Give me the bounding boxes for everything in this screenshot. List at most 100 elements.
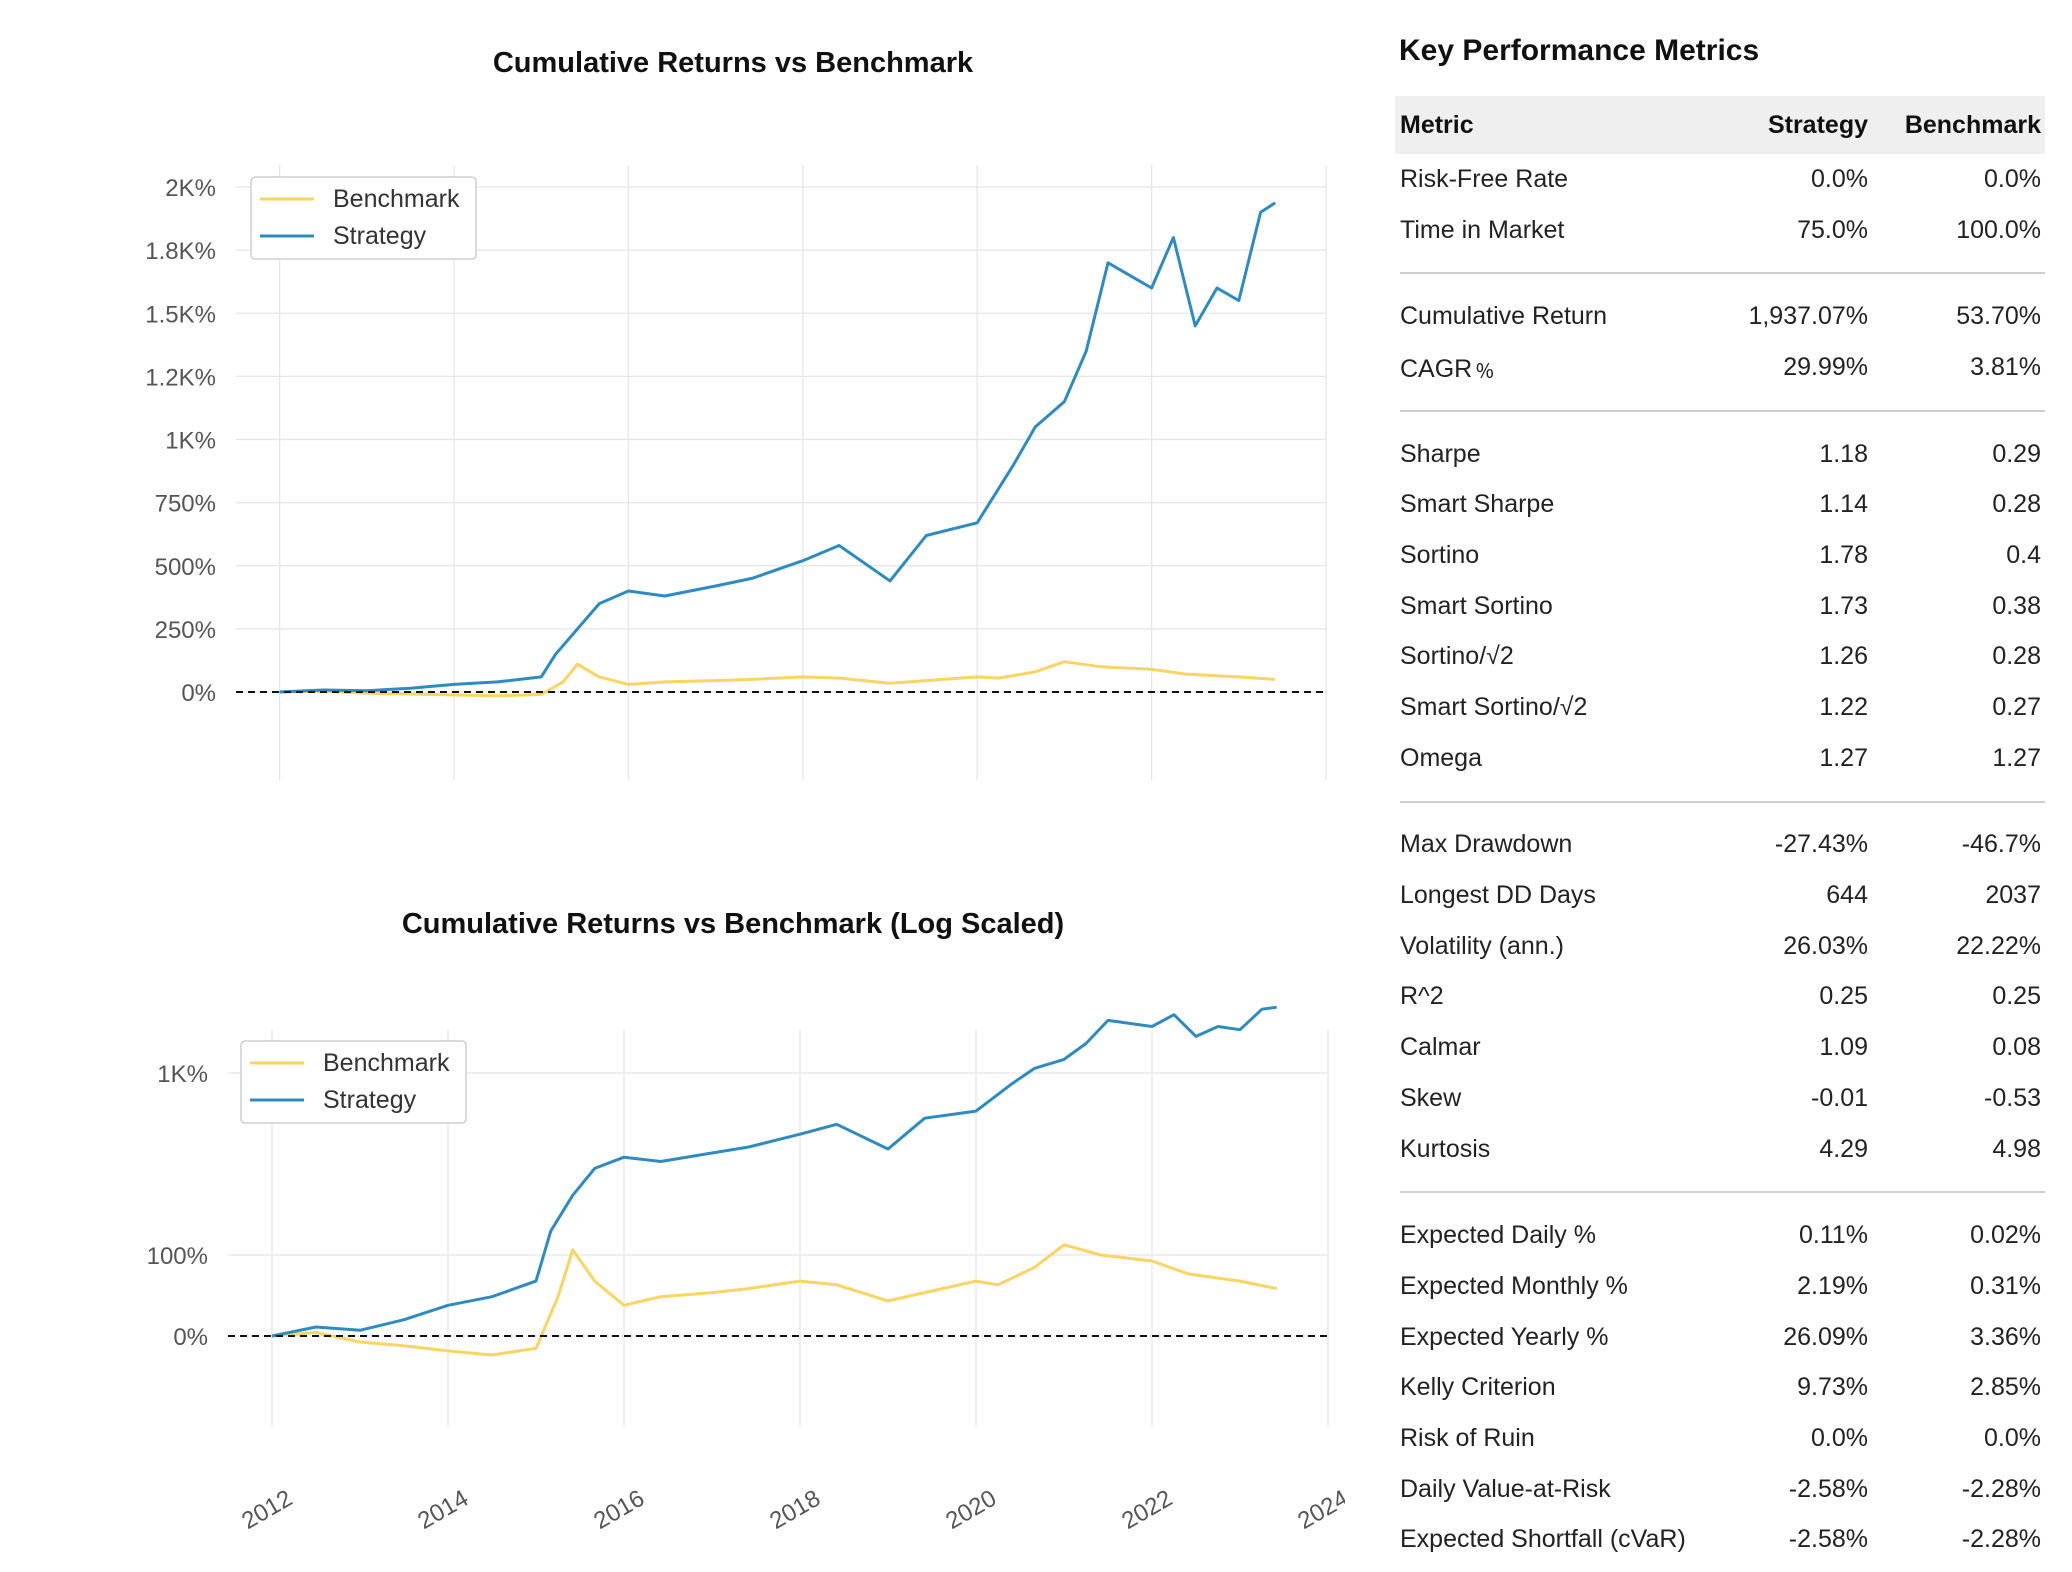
benchmark-value: 4.98 xyxy=(1992,1134,2041,1163)
metric-row: Time in Market 75.0% 100.0% xyxy=(1395,205,2045,256)
benchmark-value: -2.28% xyxy=(1961,1474,2041,1503)
chart-title-log: Cumulative Returns vs Benchmark (Log Sca… xyxy=(402,908,1064,940)
benchmark-value: 0.31% xyxy=(1970,1271,2041,1300)
separator-cell xyxy=(1395,393,2045,429)
group-separator xyxy=(1395,1174,2045,1210)
metric-name: Smart Sortino xyxy=(1400,591,1553,620)
x-tick-label: 2020 xyxy=(941,1485,1001,1535)
metric-row: Cumulative Return 1,937.07% 53.70% xyxy=(1395,291,2045,342)
strategy-value: 1.22 xyxy=(1819,693,1868,722)
key-performance-metrics-panel: Key Performance Metrics Metric Strategy … xyxy=(1395,34,2045,1565)
metric-name: Smart Sortino/√2 xyxy=(1400,693,1588,722)
series-line-benchmark xyxy=(279,660,1276,698)
series-line-benchmark xyxy=(271,1243,1278,1357)
y-tick-label: 1K% xyxy=(165,428,216,455)
metric-name: Daily Value-at-Risk xyxy=(1400,1474,1611,1503)
metric-name: Kurtosis xyxy=(1400,1134,1491,1163)
legend-label-strategy-log: Strategy xyxy=(323,1086,417,1114)
metric-name: Expected Yearly % xyxy=(1400,1322,1609,1351)
header-metric: Metric xyxy=(1395,96,1719,154)
y-tick-label: 250% xyxy=(155,617,216,644)
separator-cell xyxy=(1395,255,2045,291)
benchmark-value: 0.28 xyxy=(1992,642,2041,671)
group-separator xyxy=(1395,393,2045,429)
benchmark-value: 3.36% xyxy=(1970,1322,2041,1351)
strategy-value: 1.09 xyxy=(1819,1033,1868,1062)
metric-name: Expected Shortfall (cVaR) xyxy=(1400,1525,1686,1554)
strategy-value: -2.58% xyxy=(1788,1474,1868,1503)
metric-row: Calmar 1.09 0.08 xyxy=(1395,1022,2045,1073)
benchmark-value: 2037 xyxy=(1985,881,2041,910)
strategy-value: -0.01 xyxy=(1811,1083,1868,1112)
y-tick-label: 1K% xyxy=(157,1061,208,1088)
benchmark-value: 53.70% xyxy=(1956,302,2041,331)
benchmark-value: 0.38 xyxy=(1992,591,2041,620)
metric-name: Volatility (ann.) xyxy=(1400,931,1564,960)
metric-row: Sharpe 1.18 0.29 xyxy=(1395,429,2045,480)
metrics-title: Key Performance Metrics xyxy=(1399,34,1760,67)
benchmark-value: 1.27 xyxy=(1992,743,2041,772)
strategy-value: 26.09% xyxy=(1783,1322,1868,1351)
y-tick-label: 1.2K% xyxy=(145,364,216,391)
x-tick-label: 2016 xyxy=(589,1485,649,1535)
metric-name: Expected Daily % xyxy=(1400,1221,1596,1250)
strategy-value: 644 xyxy=(1826,881,1868,910)
strategy-value: 0.0% xyxy=(1811,164,1868,193)
metric-name: Sortino/√2 xyxy=(1400,642,1514,671)
benchmark-value: 0.27 xyxy=(1992,693,2041,722)
header-benchmark: Benchmark xyxy=(1872,96,2045,154)
metric-name: Max Drawdown xyxy=(1400,830,1573,859)
strategy-value: 1,937.07% xyxy=(1748,302,1868,331)
strategy-value: 1.73 xyxy=(1819,591,1868,620)
chart-legend: Benchmark Strategy xyxy=(250,176,477,260)
metric-row: Sortino/√2 1.26 0.28 xyxy=(1395,632,2045,683)
benchmark-value: 0.0% xyxy=(1984,1423,2041,1452)
strategy-value: 0.25 xyxy=(1819,982,1868,1011)
metric-row: Longest DD Days 644 2037 xyxy=(1395,870,2045,921)
metric-row: Sortino 1.78 0.4 xyxy=(1395,530,2045,581)
x-tick-label: 2012 xyxy=(237,1485,297,1535)
strategy-value: 1.18 xyxy=(1819,439,1868,468)
benchmark-value: 22.22% xyxy=(1956,931,2041,960)
metric-row: Max Drawdown -27.43% -46.7% xyxy=(1395,820,2045,871)
benchmark-value: 0.28 xyxy=(1992,490,2041,519)
benchmark-value: 0.02% xyxy=(1970,1221,2041,1250)
strategy-value: 29.99% xyxy=(1783,352,1868,381)
benchmark-value: 0.08 xyxy=(1992,1033,2041,1062)
x-tick-label: 2018 xyxy=(765,1485,825,1535)
strategy-value: 1.27 xyxy=(1819,743,1868,772)
metric-row: R^2 0.25 0.25 xyxy=(1395,972,2045,1023)
cumulative-returns-log-plot: Cumulative Returns vs Benchmark (Log Sca… xyxy=(147,908,1345,1535)
separator-cell xyxy=(1395,1174,2045,1210)
series-line-strategy xyxy=(279,201,1276,694)
legend-label-benchmark-log: Benchmark xyxy=(323,1049,450,1077)
metric-name: Calmar xyxy=(1400,1033,1481,1062)
y-tick-label: 2K% xyxy=(165,175,216,202)
metric-row: Kurtosis 4.29 4.98 xyxy=(1395,1124,2045,1175)
x-tick-label: 2022 xyxy=(1117,1485,1177,1535)
separator-line xyxy=(1400,800,2045,803)
series-line-strategy xyxy=(271,1005,1277,1338)
strategy-value: 75.0% xyxy=(1797,215,1868,244)
benchmark-value: 100.0% xyxy=(1956,215,2041,244)
y-tick-label: 750% xyxy=(155,491,216,518)
y-tick-label: 500% xyxy=(155,554,216,581)
metric-name: Risk of Ruin xyxy=(1400,1423,1535,1452)
metric-row: Expected Shortfall (cVaR) -2.58% -2.28% xyxy=(1395,1515,2045,1566)
chart-legend-log: Benchmark Strategy xyxy=(240,1040,467,1124)
chart-title: Cumulative Returns vs Benchmark xyxy=(493,47,974,79)
metric-row: Volatility (ann.) 26.03% 22.22% xyxy=(1395,921,2045,972)
x-tick-label: 2024 xyxy=(1293,1485,1345,1535)
strategy-value: 9.73% xyxy=(1797,1373,1868,1402)
benchmark-value: 0.4 xyxy=(2006,540,2041,569)
metric-row: Omega 1.27 1.27 xyxy=(1395,733,2045,784)
benchmark-value: -2.28% xyxy=(1961,1525,2041,1554)
benchmark-value: 0.0% xyxy=(1984,164,2041,193)
metric-name: Sortino xyxy=(1400,540,1480,569)
y-tick-label: 0% xyxy=(181,680,216,707)
metric-name: Expected Monthly % xyxy=(1400,1271,1628,1300)
metrics-header-row: Metric Strategy Benchmark xyxy=(1395,96,2045,154)
separator-line xyxy=(1400,409,2045,412)
y-tick-label: 0% xyxy=(173,1324,208,1351)
header-strategy: Strategy xyxy=(1719,96,1872,154)
